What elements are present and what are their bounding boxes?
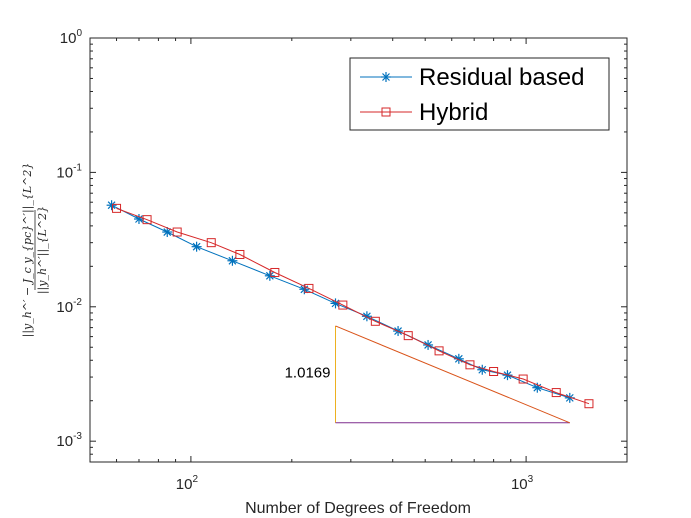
legend-label: Hybrid [419, 99, 488, 126]
data-point-square [142, 215, 152, 225]
y-tick-label: 10-3 [56, 431, 82, 450]
data-point-square [465, 360, 475, 370]
series-line-residual-based [111, 204, 570, 399]
data-point-square [112, 203, 122, 213]
y-tick-label: 10-2 [56, 297, 82, 316]
legend-item-hybrid: Hybrid [360, 99, 488, 126]
data-point-square [304, 283, 314, 293]
data-point-square [235, 249, 245, 259]
y-tick-label: 100 [60, 28, 83, 47]
x-tick-label: 102 [176, 474, 199, 493]
ticks: 102 103 10-3 10-2 10-1 100 [56, 28, 628, 493]
data-point-asterisk [106, 200, 117, 211]
slope-label: 1.0169 [285, 364, 331, 381]
slope-triangle: 1.0169 [285, 325, 570, 424]
triangle-hypotenuse [335, 325, 570, 424]
legend: Residual based Hybrid [349, 57, 610, 131]
y-axis-label-numerator: ||y_h^′ − J_c y_{pc}^′||_{L^2} [21, 163, 35, 338]
data-point-asterisk [133, 214, 144, 225]
data-point-asterisk [381, 72, 391, 82]
data-point-square [206, 238, 216, 248]
legend-item-residual-based: Residual based [360, 64, 584, 91]
y-tick-label: 10-1 [56, 162, 82, 181]
data-point-square [338, 300, 348, 310]
data-point-square [403, 331, 413, 341]
data-point-asterisk [191, 241, 202, 252]
data-point-asterisk [264, 270, 275, 281]
data-point-square [584, 399, 594, 409]
series-line-hybrid [116, 207, 590, 405]
data-point-asterisk [532, 382, 543, 393]
legend-items: Residual based Hybrid [360, 64, 584, 126]
data-point-asterisk [227, 255, 238, 266]
data-point-square [381, 107, 391, 117]
data-point-asterisk [453, 353, 464, 364]
data-point-square [172, 227, 182, 237]
data-point-square [551, 388, 561, 398]
data-point-asterisk [361, 311, 372, 322]
data-point-square [518, 374, 528, 384]
data-point-asterisk [162, 227, 173, 238]
x-axis-label: Number of Degrees of Freedom [245, 500, 471, 517]
y-axis-label: ||y_h^′ − J_c y_{pc}^′||_{L^2} ||y_h^′||… [21, 163, 50, 338]
legend-box [349, 57, 610, 131]
data-point-square [489, 366, 499, 376]
data-point-square [370, 316, 380, 326]
data-point-square [270, 267, 280, 277]
data-point-square [434, 346, 444, 356]
x-tick-label: 103 [511, 474, 534, 493]
series-layer [106, 200, 594, 409]
legend-label: Residual based [419, 64, 584, 91]
y-axis-label-denominator: ||y_h^′||_{L^2} [36, 206, 50, 294]
